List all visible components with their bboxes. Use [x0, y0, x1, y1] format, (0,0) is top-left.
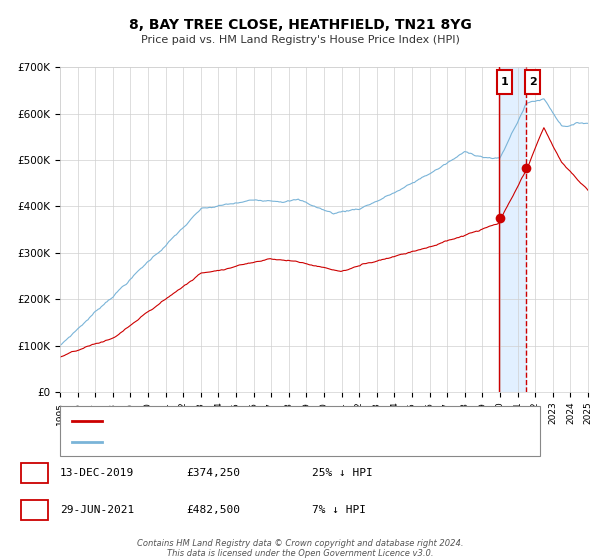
- Text: 7% ↓ HPI: 7% ↓ HPI: [312, 505, 366, 515]
- Text: HPI: Average price, detached house, Wealden: HPI: Average price, detached house, Weal…: [111, 437, 349, 447]
- Text: This data is licensed under the Open Government Licence v3.0.: This data is licensed under the Open Gov…: [167, 549, 433, 558]
- FancyBboxPatch shape: [497, 69, 512, 94]
- Text: 29-JUN-2021: 29-JUN-2021: [60, 505, 134, 515]
- Text: £374,250: £374,250: [186, 468, 240, 478]
- Text: 13-DEC-2019: 13-DEC-2019: [60, 468, 134, 478]
- Text: 8, BAY TREE CLOSE, HEATHFIELD, TN21 8YG: 8, BAY TREE CLOSE, HEATHFIELD, TN21 8YG: [128, 18, 472, 32]
- Text: 1: 1: [31, 468, 38, 478]
- FancyBboxPatch shape: [525, 69, 540, 94]
- Text: 1: 1: [500, 77, 508, 87]
- Text: Contains HM Land Registry data © Crown copyright and database right 2024.: Contains HM Land Registry data © Crown c…: [137, 539, 463, 548]
- Text: Price paid vs. HM Land Registry's House Price Index (HPI): Price paid vs. HM Land Registry's House …: [140, 35, 460, 45]
- Text: 2: 2: [31, 505, 38, 515]
- Text: £482,500: £482,500: [186, 505, 240, 515]
- Text: 8, BAY TREE CLOSE, HEATHFIELD, TN21 8YG (detached house): 8, BAY TREE CLOSE, HEATHFIELD, TN21 8YG …: [111, 416, 434, 426]
- Text: 2: 2: [529, 77, 536, 87]
- Bar: [499, 67, 526, 392]
- Text: 25% ↓ HPI: 25% ↓ HPI: [312, 468, 373, 478]
